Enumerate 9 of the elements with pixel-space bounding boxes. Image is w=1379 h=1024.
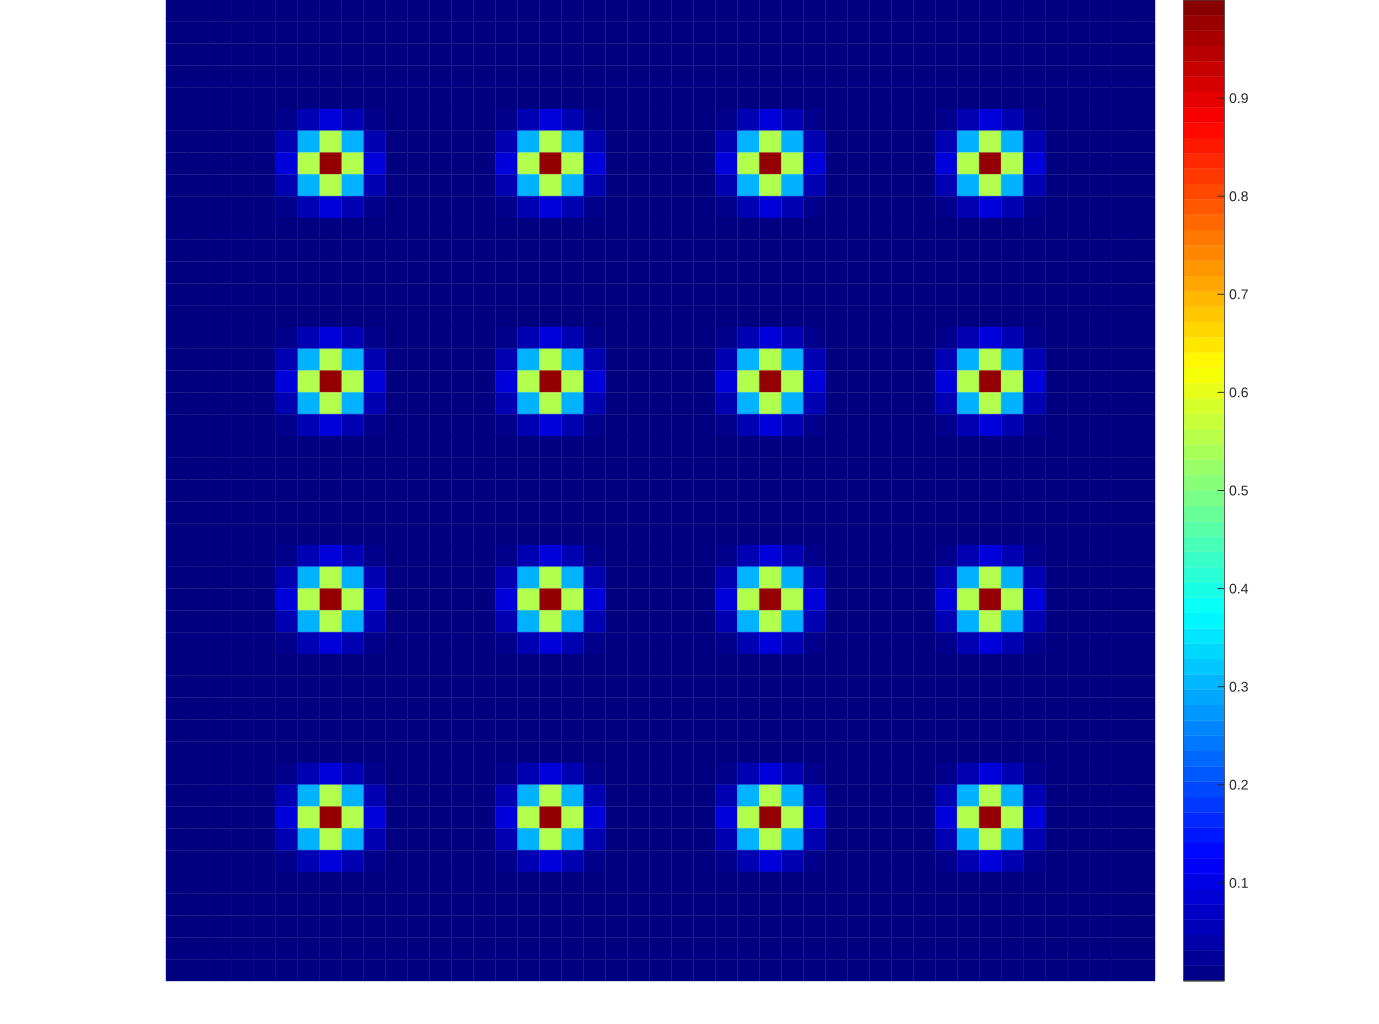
color-bar-label: 0.5 [1229, 485, 1248, 496]
color-bar-label: 0.2 [1229, 779, 1248, 790]
color-bar-label: 0.4 [1229, 583, 1249, 594]
color-bar-label: 0.6 [1229, 387, 1248, 398]
color-bar-label: 0.8 [1229, 191, 1248, 202]
color-bar-label: 0.9 [1229, 93, 1248, 104]
color-bar-label: 0.7 [1229, 289, 1248, 300]
color-bar-label: 0.3 [1229, 681, 1248, 692]
color-bar-label: 0.1 [1229, 877, 1248, 888]
